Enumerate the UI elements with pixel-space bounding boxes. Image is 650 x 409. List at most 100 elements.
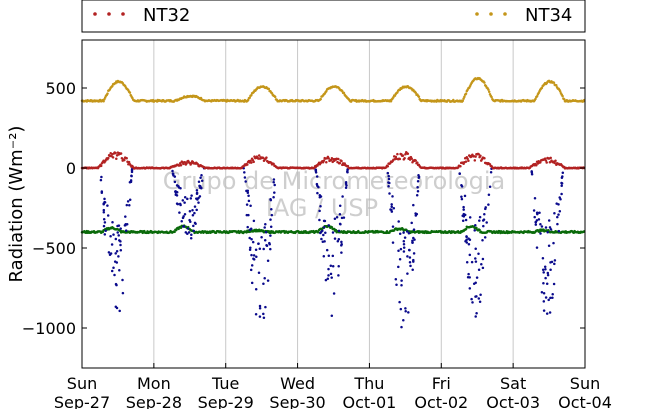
nt32-point — [553, 161, 556, 165]
x-axis: SunSep-27MonSep-28TueSep-29WedSep-30ThuO… — [54, 363, 612, 409]
nt32-point — [338, 161, 342, 165]
series-blue-point — [340, 240, 343, 244]
series-blue-point — [345, 184, 348, 187]
series-blue-point — [489, 171, 493, 174]
series-blue-point — [399, 247, 403, 251]
series-blue-point — [417, 176, 421, 179]
series-blue-point — [198, 195, 202, 198]
series-blue-point — [104, 229, 107, 232]
series-blue-point — [560, 176, 564, 180]
series-blue-point — [402, 243, 406, 246]
series-blue-point — [551, 293, 554, 296]
watermark-line-1: Grupo de Micrometeorologia — [163, 167, 505, 195]
nt34-point — [490, 95, 493, 99]
series-blue-point — [553, 259, 557, 262]
series-blue-point — [273, 191, 276, 194]
series-green-point — [317, 231, 320, 234]
x-tick-label-day: Tue — [211, 374, 239, 393]
series-blue-point — [330, 276, 333, 279]
series-blue-point — [483, 236, 487, 239]
nt32-point — [473, 159, 477, 162]
nt34-point — [128, 91, 132, 94]
series-blue-point — [533, 196, 537, 200]
series-blue-point — [416, 190, 420, 193]
series-blue-point — [317, 185, 320, 189]
series-blue-point — [103, 233, 107, 236]
series-blue-point — [269, 247, 272, 251]
series-blue-point — [474, 224, 477, 227]
x-tick-label-date: Sep-29 — [198, 393, 254, 409]
series-blue-point — [472, 282, 476, 286]
series-blue-point — [175, 190, 179, 194]
series-blue-point — [330, 314, 334, 317]
series-blue-point — [252, 254, 256, 257]
series-blue-point — [390, 210, 394, 213]
nt32-point — [479, 154, 482, 158]
series-blue-point — [244, 180, 247, 183]
series-blue-point — [542, 292, 546, 295]
nt34-point — [534, 97, 537, 101]
series-blue-point — [250, 281, 254, 285]
series-blue-point — [171, 172, 175, 176]
series-blue-point — [189, 197, 193, 200]
nt34-point — [535, 95, 539, 98]
series-blue-point — [342, 216, 346, 219]
series-blue-point — [553, 212, 556, 215]
series-blue-point — [387, 177, 391, 181]
series-blue-point — [530, 173, 534, 176]
series-blue-point — [542, 309, 546, 312]
series-blue-point — [387, 174, 390, 178]
series-blue-point — [182, 224, 186, 228]
series-blue-point — [262, 316, 266, 320]
series-blue-point — [558, 196, 561, 199]
series-blue-point — [482, 224, 485, 228]
nt32-point — [403, 156, 406, 160]
series-blue-point — [318, 218, 321, 222]
series-blue-point — [125, 203, 129, 207]
series-blue-point — [548, 311, 552, 314]
nt32-point — [265, 156, 268, 159]
nt32-point — [466, 157, 469, 161]
series-blue-point — [549, 268, 552, 272]
series-blue-point — [102, 224, 106, 228]
series-blue-point — [532, 209, 536, 212]
series-blue-point — [462, 215, 466, 218]
series-blue-point — [245, 203, 249, 206]
series-blue-point — [272, 180, 275, 184]
series-blue-point — [270, 208, 273, 211]
nt32-point — [123, 158, 126, 162]
series-blue-point — [314, 171, 318, 174]
series-blue-point — [461, 219, 465, 222]
nt32-point — [406, 152, 410, 156]
series-blue-point — [246, 225, 249, 229]
series-blue-point — [269, 198, 272, 201]
x-tick-label-date: Oct-04 — [558, 393, 612, 409]
x-tick-label-date: Oct-01 — [343, 393, 397, 409]
legend-label-nt32: NT32 — [143, 5, 190, 26]
legend-label-nt34: NT34 — [525, 5, 572, 26]
series-blue-point — [262, 282, 265, 285]
series-blue-point — [552, 241, 555, 245]
series-blue-point — [266, 259, 270, 262]
series-blue-point — [325, 248, 329, 252]
series-blue-point — [270, 213, 274, 217]
series-blue-point — [391, 225, 395, 228]
series-blue-point — [416, 180, 420, 183]
series-blue-point — [118, 309, 121, 313]
series-blue-point — [121, 278, 124, 282]
nt34-point — [562, 97, 566, 101]
series-blue-point — [129, 180, 133, 183]
series-blue-point — [264, 222, 267, 226]
series-blue-point — [481, 266, 485, 270]
series-blue-point — [394, 278, 398, 281]
series-blue-point — [338, 204, 342, 207]
series-blue-point — [329, 272, 333, 276]
series-blue-point — [397, 265, 400, 269]
series-blue-point — [406, 255, 409, 258]
series-blue-point — [390, 205, 393, 209]
nt32-point — [467, 159, 470, 163]
nt32-point — [340, 159, 343, 163]
series-blue-point — [327, 224, 331, 227]
series-blue-point — [171, 169, 174, 173]
series-blue-point — [319, 204, 322, 208]
